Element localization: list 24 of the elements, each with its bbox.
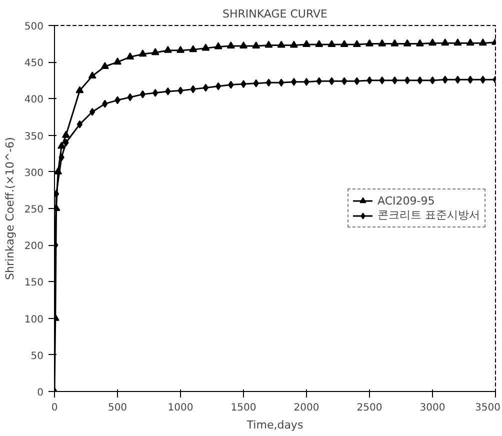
x-tick-label: 500: [108, 402, 128, 414]
y-axis-title: Shrinkage Coeff.(×10^-6): [3, 137, 16, 280]
legend-label: 콘크리트 표준시방서: [378, 208, 480, 222]
x-tick-label: 3500: [475, 402, 501, 414]
legend-label: ACI209-95: [378, 194, 435, 208]
y-tick-label: 500: [24, 22, 44, 32]
x-tick-label: 2500: [356, 402, 382, 414]
y-tick-label: 350: [24, 131, 44, 142]
y-tick-label: 400: [24, 94, 44, 106]
x-tick-label: 0: [51, 402, 58, 414]
y-tick-label: 100: [24, 314, 44, 326]
y-tick-label: 450: [24, 58, 44, 70]
x-tick-label: 3000: [420, 402, 446, 414]
x-tick-label: 1000: [168, 402, 194, 414]
chart-title: SHRINKAGE CURVE: [222, 8, 328, 20]
y-tick-label: 150: [24, 278, 44, 289]
y-tick-label: 250: [24, 204, 44, 216]
x-tick-label: 2000: [294, 402, 320, 414]
y-tick-label: 200: [24, 241, 44, 252]
y-tick-label: 300: [24, 168, 44, 179]
y-tick-label: 0: [37, 388, 44, 398]
x-tick-label: 1500: [230, 402, 256, 414]
x-axis-title: Time,days: [246, 418, 304, 432]
y-tick-label: 50: [30, 350, 44, 362]
